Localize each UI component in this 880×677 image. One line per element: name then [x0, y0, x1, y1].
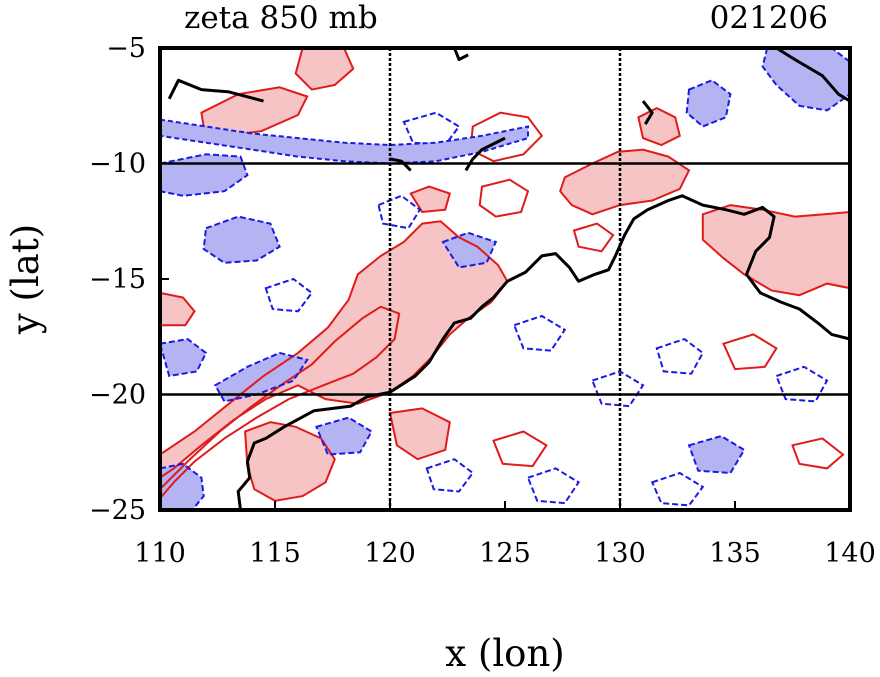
positive-vorticity-contour-8: [294, 48, 355, 91]
negative-vorticity-contour-2: [213, 351, 309, 403]
positive-vorticity-fill-4: [702, 205, 850, 296]
negative-vorticity-contour-16: [526, 467, 581, 505]
gridline-layer: [160, 48, 850, 510]
coastline-segment-5: [775, 48, 850, 103]
x-tick-label-1: 115: [249, 538, 301, 569]
y-tick-label-0: −5: [106, 33, 146, 64]
negative-vorticity-contour-6: [160, 338, 208, 378]
negative-vorticity-fill-8: [316, 417, 372, 455]
negative-vorticity-contour-0: [160, 153, 249, 197]
negative-vorticity-fill-6: [160, 339, 206, 376]
negative-vorticity-contour-14: [655, 337, 705, 375]
coastline-segment-1: [453, 48, 469, 61]
coastline-segment-0: [167, 78, 264, 103]
coastline-layer: [167, 48, 850, 510]
negative-vorticity-contour-17: [650, 471, 705, 507]
positive-vorticity-contour-15: [791, 437, 845, 470]
x-tick-label-2: 120: [364, 538, 416, 569]
negative-vorticity-contour-1: [160, 462, 205, 510]
negative-vorticity-contour-8: [315, 416, 373, 456]
y-axis-label: y (lat): [4, 224, 47, 335]
negative-vorticity-contour-4: [761, 48, 850, 112]
negative-vorticity-contour-10: [402, 111, 461, 147]
positive-vorticity-contour-16: [572, 222, 615, 253]
negative-vorticity-fill-5: [686, 80, 731, 127]
y-tick-label-3: −20: [89, 380, 146, 411]
positive-vorticity-fill-8: [295, 48, 354, 90]
chart-title-left: zeta 850 mb: [184, 0, 378, 36]
positive-vorticity-fill-0: [160, 221, 508, 478]
chart-title-right: 021206: [710, 0, 828, 36]
positive-vorticity-contour-3: [637, 106, 681, 147]
y-tick-label-4: −25: [89, 495, 146, 526]
positive-vorticity-contour-1: [160, 305, 401, 500]
y-tick-layer: −5 −10 −15 −20 −25: [89, 33, 169, 526]
negative-vorticity-contour-12: [512, 314, 567, 352]
coastline-segment-3: [389, 157, 412, 172]
negative-vorticity-band: [160, 118, 529, 165]
positive-vorticity-contour-13: [722, 333, 778, 371]
negative-vorticity-fill-9: [689, 436, 745, 473]
x-tick-label-5: 135: [709, 538, 761, 569]
negative-vorticity-fill-7: [442, 232, 496, 268]
negative-vorticity-contour-19: [264, 277, 314, 313]
y-tick-label-1: −10: [89, 149, 146, 180]
x-axis-label: x (lon): [445, 632, 564, 672]
negative-vorticity-fill-4: [762, 48, 850, 111]
x-tick-label-3: 125: [479, 538, 531, 569]
negative-vorticity-contour-9: [687, 435, 746, 475]
positive-vorticity-contour-2: [559, 148, 691, 216]
negative-vorticity-contour-3: [202, 215, 281, 264]
positive-vorticity-fill-10: [410, 186, 450, 212]
x-tick-layer: 110 115 120 125 130 135 140: [134, 501, 876, 569]
positive-vorticity-fill-6: [390, 408, 450, 460]
positive-vorticity-contour-12: [478, 178, 530, 218]
negative-vorticity-contour-18: [425, 458, 475, 493]
negative-vorticity-fill-3: [203, 216, 280, 263]
coastline-segment-4: [236, 194, 850, 510]
x-tick-label-6: 140: [824, 538, 876, 569]
coastline-segment-6: [641, 100, 654, 125]
positive-vorticity-contour-6: [388, 407, 451, 461]
negative-vorticity-fill-1: [160, 463, 204, 510]
y-tick-label-2: −15: [89, 264, 146, 295]
negative-vorticity-contour-11: [377, 194, 422, 230]
positive-vorticity-fill-5: [245, 422, 335, 501]
x-tick-label-4: 130: [594, 538, 646, 569]
positive-vorticity-contour-9: [160, 291, 196, 327]
x-tick-label-0: 110: [134, 538, 186, 569]
positive-vorticity-contour-14: [492, 430, 548, 468]
negative-vorticity-contour-5: [685, 79, 732, 128]
negative-vorticity-contour-7: [441, 231, 498, 269]
